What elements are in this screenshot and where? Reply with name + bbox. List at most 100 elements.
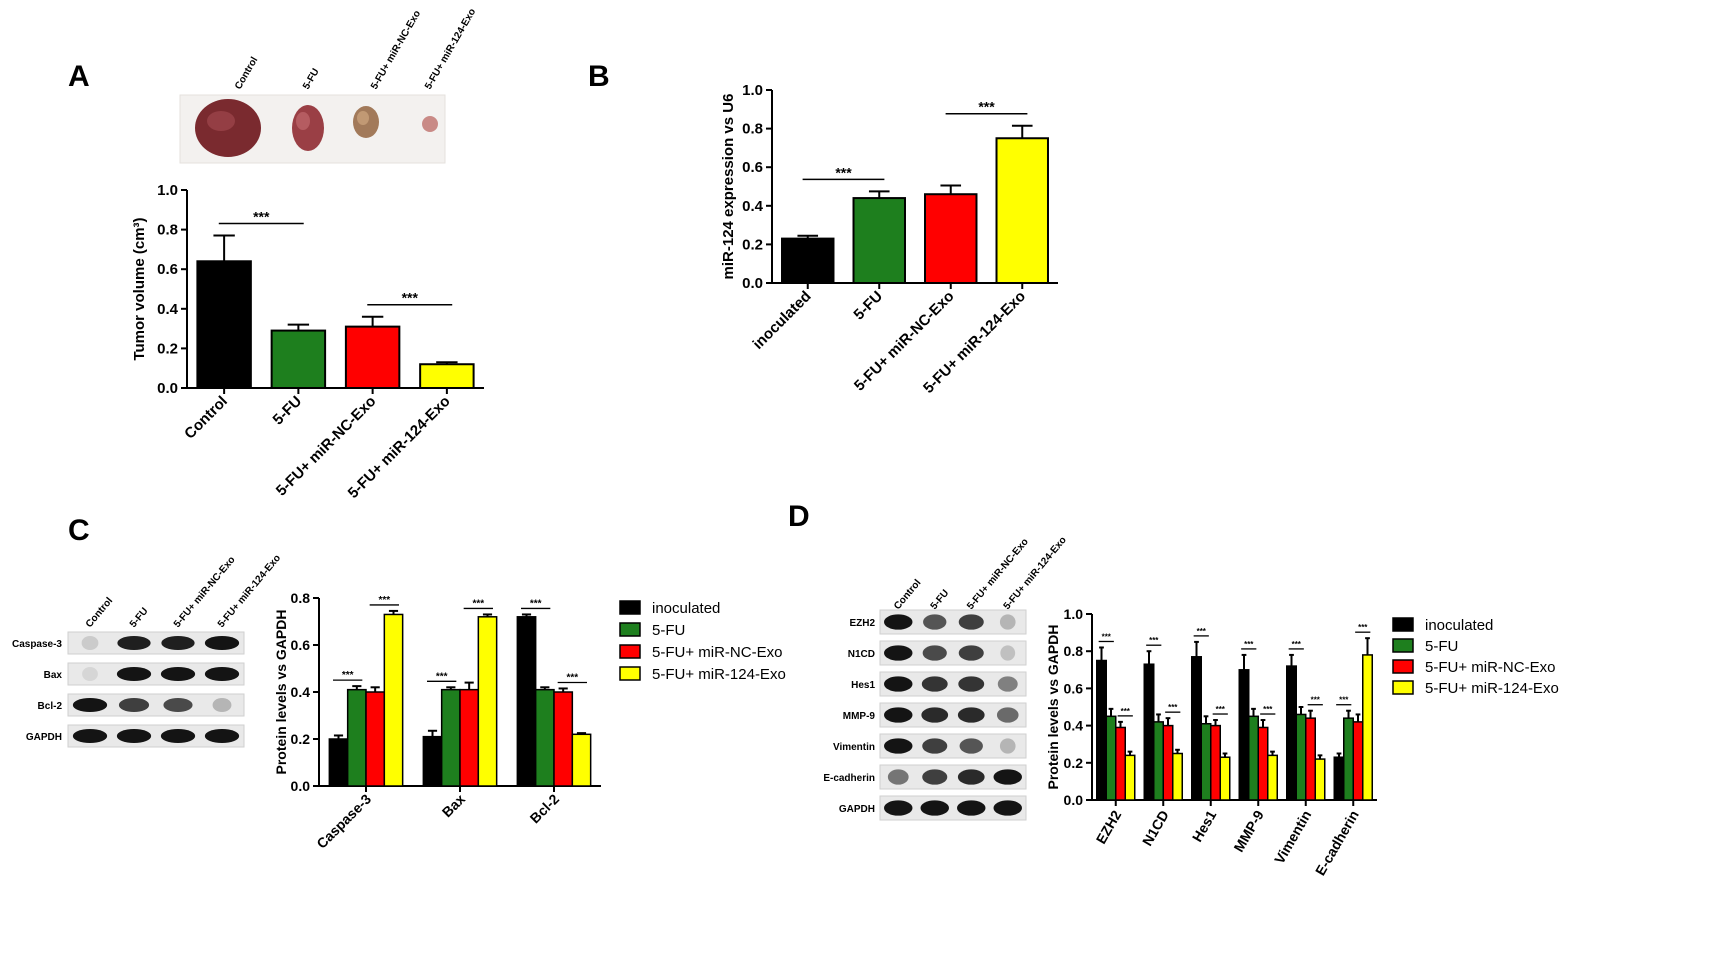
blot-band — [923, 614, 947, 630]
panel-letter-b: B — [588, 60, 610, 93]
x-category-label: EZH2 — [1093, 807, 1125, 846]
tumor-control-highlight — [207, 111, 235, 131]
significance-label: *** — [1339, 696, 1349, 705]
blot-band — [996, 707, 1019, 723]
blot-band — [922, 769, 948, 785]
y-tick-label: 1.0 — [157, 182, 178, 199]
blot-band — [204, 728, 240, 744]
significance-label: *** — [1149, 636, 1159, 645]
tumor-photo-labels: Control 5-FU 5-FU+ miR-NC-Exo 5-FU+ miR-124… — [233, 7, 478, 92]
bar-5-fu — [852, 197, 906, 284]
significance-label: *** — [472, 598, 484, 609]
bar-inoculated — [781, 237, 835, 284]
blot-band — [81, 635, 99, 651]
blot-strip-gapdh — [67, 724, 245, 748]
blot-band — [117, 635, 151, 651]
blot-band — [957, 707, 985, 723]
blot-strip-caspase-3 — [67, 631, 245, 655]
blot-band — [160, 728, 196, 744]
panel-letter-c: C — [68, 514, 90, 547]
bar-vimentin-inoculated — [1286, 665, 1297, 801]
blot-band — [957, 769, 985, 785]
significance-label: *** — [1292, 640, 1302, 649]
blot-band — [957, 800, 986, 816]
blot-band — [921, 676, 948, 692]
blot-row-label: GAPDH — [26, 732, 62, 743]
y-tick-label: 0.4 — [1064, 718, 1084, 734]
blot-band — [204, 666, 240, 682]
bar-mmp-9-5-fu — [1248, 715, 1259, 801]
legend-label: 5-FU+ miR-NC-Exo — [652, 644, 782, 661]
blot-band — [922, 645, 947, 661]
significance-label: *** — [1358, 623, 1368, 632]
bar-hes1-5-fu-mir-nc-exo — [1210, 724, 1221, 801]
x-category-label: 5-FU — [270, 393, 306, 429]
legend-swatch-inoculated — [1392, 617, 1414, 632]
blot-band — [999, 614, 1016, 630]
significance-label: *** — [530, 598, 542, 609]
tumor-photo — [179, 94, 446, 164]
bar-ezh2-inoculated — [1096, 659, 1107, 801]
blot-lane-label: 5-FU+ miR-NC-Exo — [965, 537, 1031, 612]
y-tick-label: 0.2 — [157, 340, 178, 357]
y-tick-label: 0.8 — [742, 121, 763, 138]
blot-row-label: Vimentin — [833, 742, 875, 753]
blot-band — [161, 635, 195, 651]
bar-n1cd-5-fu-mir-124-exo — [1172, 752, 1183, 801]
blot-row-label: E-cadherin — [823, 773, 875, 784]
y-tick-label: 0.0 — [1064, 792, 1084, 808]
blot-band — [993, 800, 1022, 816]
bar-mmp-9-inoculated — [1238, 669, 1250, 801]
bar-hes1-5-fu-mir-124-exo — [1219, 756, 1231, 801]
significance-label: *** — [1121, 707, 1131, 716]
blot-lane-label: Control — [84, 595, 115, 629]
y-tick-label: 0.2 — [1064, 755, 1084, 771]
blot-row-label: Bcl-2 — [38, 701, 63, 712]
significance-label: *** — [436, 671, 448, 682]
bar-hes1-inoculated — [1191, 656, 1202, 801]
blot-lane-label: 5-FU+ miR-124-Exo — [1002, 535, 1069, 612]
x-category-label: Vimentin — [1271, 808, 1314, 867]
blot-row-label: Bax — [44, 670, 63, 681]
significance-label: *** — [1263, 705, 1273, 714]
significance-label: *** — [1311, 696, 1321, 705]
bar-e-cadherin-5-fu-mir-124-exo — [1362, 654, 1373, 801]
significance-label: *** — [978, 99, 995, 115]
legend-swatch-5-fu-mir-nc-exo — [1392, 659, 1414, 674]
y-tick-label: 0.8 — [157, 222, 178, 239]
blot-lane-label: Control — [892, 577, 923, 611]
blot-lane-label: 5-FU — [929, 588, 952, 612]
blot-band — [204, 635, 240, 651]
blot-row-label: GAPDH — [839, 804, 875, 815]
bar-5-fu-mir-nc-exo — [924, 193, 978, 284]
bar-vimentin-5-fu-mir-nc-exo — [1305, 717, 1316, 801]
significance-label: *** — [378, 595, 390, 606]
y-tick-label: 1.0 — [742, 82, 763, 99]
y-tick-label: 0.4 — [291, 684, 311, 700]
blot-band — [884, 707, 913, 723]
blot-band — [118, 697, 150, 713]
significance-label: *** — [1216, 705, 1226, 714]
y-axis-label: Protein levels vs GAPDH — [273, 610, 289, 775]
panel-letter-d: D — [788, 500, 810, 533]
blot-band — [884, 676, 913, 692]
legend-swatch-inoculated — [619, 600, 641, 615]
legend-label: 5-FU+ miR-NC-Exo — [1425, 659, 1555, 676]
blot-row-label: Hes1 — [851, 680, 875, 691]
bar-bcl-2-5-fu — [534, 688, 555, 787]
blot-band — [958, 614, 984, 630]
x-category-label: Control — [181, 393, 231, 443]
x-category-label: Bcl-2 — [527, 791, 563, 827]
legend-swatch-5-fu — [1392, 638, 1414, 653]
bar-bcl-2-5-fu-mir-124-exo — [571, 733, 592, 787]
bar-ezh2-5-fu-mir-124-exo — [1124, 754, 1136, 801]
x-category-label: MMP-9 — [1230, 807, 1267, 854]
x-category-label: E-cadherin — [1312, 808, 1362, 879]
tumor-nc-highlight — [357, 111, 369, 125]
legend-label: 5-FU+ miR-124-Exo — [1425, 680, 1559, 697]
x-category-label: N1CD — [1139, 808, 1172, 849]
blot-band — [212, 697, 232, 713]
